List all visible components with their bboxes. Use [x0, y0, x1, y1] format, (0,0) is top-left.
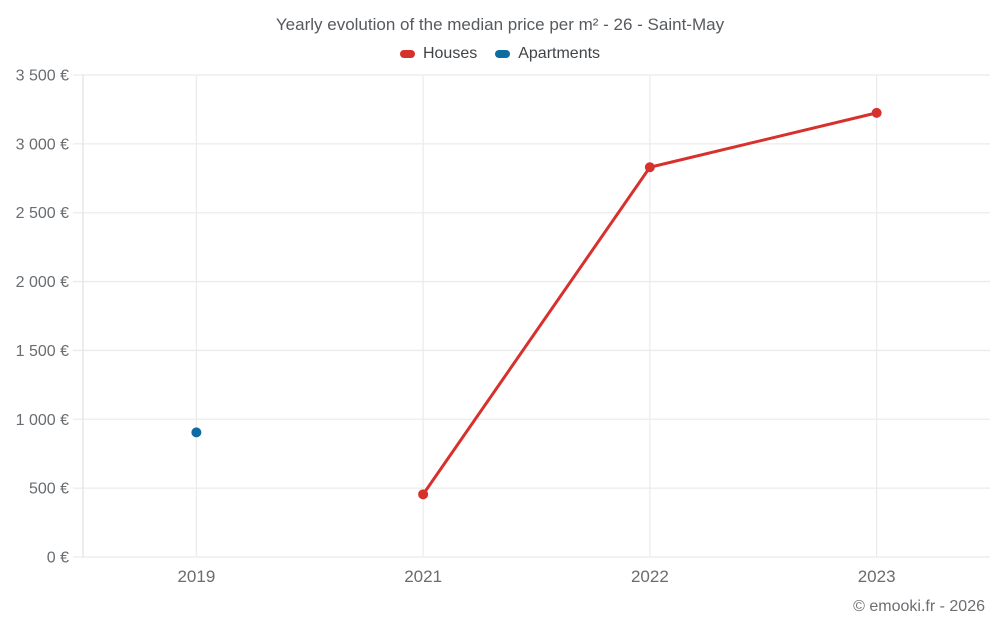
y-axis-tick-label: 0 € — [47, 550, 69, 567]
y-axis-tick-label: 3 000 € — [16, 136, 69, 153]
data-point-houses — [644, 162, 655, 173]
copyright-footer: © emooki.fr - 2026 — [853, 598, 985, 615]
data-point-apartments — [191, 427, 202, 438]
x-axis-tick-label: 2023 — [858, 567, 896, 586]
y-axis-tick-label: 1 500 € — [16, 343, 69, 360]
y-axis-tick-label: 2 000 € — [16, 274, 69, 291]
y-axis-tick-label: 1 000 € — [16, 412, 69, 429]
x-axis-tick-label: 2022 — [631, 567, 669, 586]
chart-title: Yearly evolution of the median price per… — [275, 15, 725, 34]
legend-swatch-houses — [399, 50, 415, 58]
legend-label-apartments: Apartments — [518, 45, 601, 62]
x-axis-tick-label: 2021 — [404, 567, 442, 586]
legend-swatch-apartments — [495, 50, 511, 58]
legend-item-houses[interactable]: Houses — [399, 45, 478, 63]
y-axis-tick-label: 500 € — [29, 481, 69, 498]
y-axis-tick-label: 2 500 € — [16, 205, 69, 222]
y-axis-tick-label: 3 500 € — [16, 68, 69, 85]
legend: Houses Apartments — [0, 45, 1000, 63]
legend-label-houses: Houses — [422, 45, 478, 62]
data-point-houses — [418, 489, 429, 500]
data-point-houses — [871, 107, 882, 118]
legend-item-apartments[interactable]: Apartments — [495, 45, 600, 63]
x-axis-tick-label: 2019 — [177, 567, 215, 586]
